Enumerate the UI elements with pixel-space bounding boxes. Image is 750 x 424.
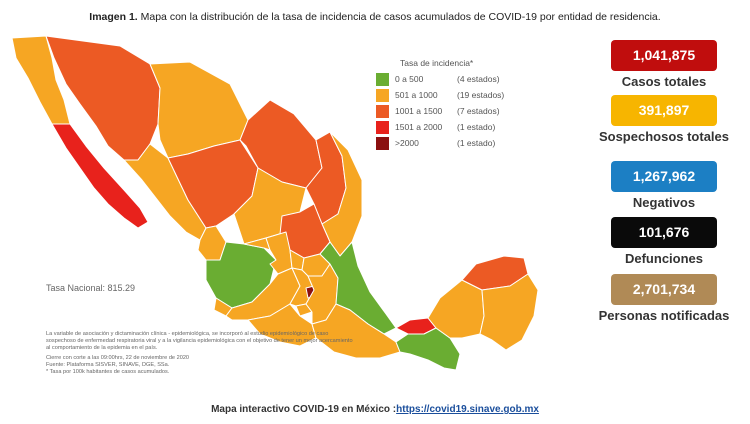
legend: Tasa de incidencia* 0 a 500 (4 estados) …: [376, 58, 504, 151]
state-chiapas: [395, 327, 461, 371]
stat-label: Personas notificadas: [598, 308, 730, 323]
legend-count: (7 estados): [457, 106, 500, 116]
legend-swatch: [376, 104, 389, 118]
legend-range: 501 a 1000: [395, 90, 438, 100]
legend-range: 0 a 500: [395, 74, 424, 84]
legend-range: 1501 a 2000: [395, 122, 443, 132]
legend-item: >2000 (1 estado): [376, 135, 504, 151]
stat-sospechosos-totales: 391,897 Sospechosos totales: [578, 95, 750, 144]
legend-swatch: [376, 72, 389, 86]
stat-label: Sospechosos totales: [598, 129, 730, 144]
stat-casos-totales: 1,041,875 Casos totales: [578, 40, 750, 89]
stat-value-box: 1,267,962: [611, 161, 717, 192]
note-source: Fuente: Plataforma SISVER, SINAVE, DGE, …: [46, 362, 170, 369]
stat-defunciones: 101,676 Defunciones: [578, 217, 750, 266]
stat-label: Negativos: [632, 195, 696, 210]
stat-value-box: 1,041,875: [611, 40, 717, 71]
stat-negativos: 1,267,962 Negativos: [578, 161, 750, 210]
interactive-map-link[interactable]: https://covid19.sinave.gob.mx: [396, 404, 539, 415]
stat-value-box: 391,897: [611, 95, 717, 126]
legend-count: (19 estados): [457, 90, 505, 100]
caption-prefix: Imagen 1.: [89, 11, 138, 23]
caption-text: Mapa con la distribución de la tasa de i…: [137, 11, 661, 23]
note-paragraph: La variable de asociación y dictaminació…: [46, 331, 353, 351]
state-quintana-roo: [479, 273, 539, 351]
legend-range: >2000: [395, 138, 419, 148]
footer: Mapa interactivo COVID-19 en México :htt…: [0, 404, 750, 415]
legend-count: (1 estado): [457, 138, 496, 148]
legend-swatch: [376, 136, 389, 150]
legend-item: 501 a 1000 (19 estados): [376, 87, 504, 103]
legend-item: 1001 a 1500 (7 estados): [376, 103, 504, 119]
mexico-map-svg: [11, 35, 539, 371]
stat-label: Casos totales: [621, 74, 707, 89]
legend-item: 0 a 500 (4 estados): [376, 71, 504, 87]
stat-value-box: 2,701,734: [611, 274, 717, 305]
state-jalisco: [205, 241, 277, 309]
legend-count: (4 estados): [457, 74, 500, 84]
tasa-nacional: Tasa Nacional: 815.29: [46, 283, 136, 293]
note-cutoff: Cierre con corte a las 09:00hrs, 22 de n…: [46, 355, 190, 362]
legend-swatch: [376, 88, 389, 102]
stat-value-box: 101,676: [611, 217, 717, 248]
stat-personas-notificadas: 2,701,734 Personas notificadas: [578, 274, 750, 323]
methodology-notes: La variable de asociación y dictaminació…: [46, 331, 356, 376]
legend-swatch: [376, 120, 389, 134]
legend-range: 1001 a 1500: [395, 106, 443, 116]
mexico-map: [0, 28, 570, 388]
state-baja-california-sur: [51, 123, 149, 229]
legend-item: 1501 a 2000 (1 estado): [376, 119, 504, 135]
footer-text: Mapa interactivo COVID-19 en México :: [211, 404, 397, 415]
map-caption: Imagen 1. Mapa con la distribución de la…: [0, 11, 750, 23]
legend-count: (1 estado): [457, 122, 496, 132]
stat-label: Defunciones: [624, 251, 703, 266]
legend-title: Tasa de incidencia*: [400, 58, 474, 68]
note-rate: * Tasa por 100k habitantes de casos acum…: [46, 368, 170, 375]
